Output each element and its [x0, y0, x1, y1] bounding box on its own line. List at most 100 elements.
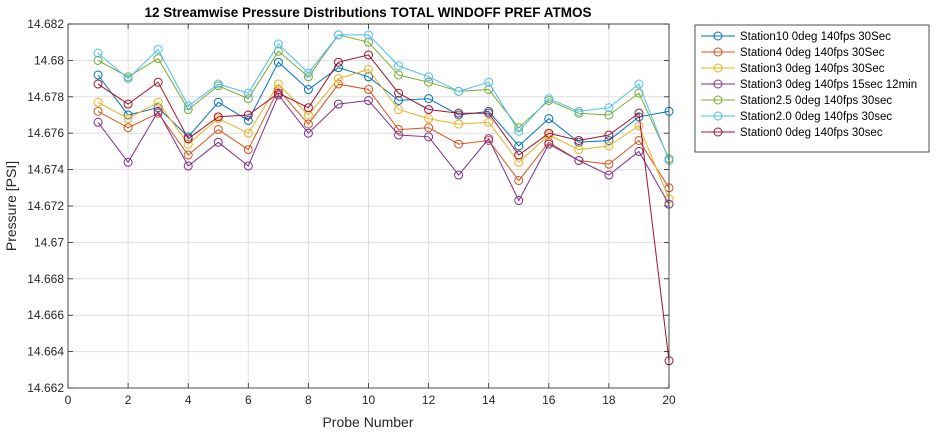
data-point — [574, 135, 584, 145]
data-point — [93, 106, 103, 116]
x-tick-label: 20 — [662, 393, 676, 407]
y-tick-label: 14.666 — [27, 308, 64, 322]
data-point — [123, 74, 133, 84]
data-point — [153, 97, 163, 107]
x-tick-label: 8 — [305, 393, 312, 407]
data-point — [303, 103, 313, 113]
data-point — [243, 94, 253, 104]
data-point — [183, 139, 193, 149]
x-tick-label: 4 — [185, 393, 192, 407]
legend-marker — [713, 31, 723, 41]
data-point — [273, 57, 283, 67]
data-point — [273, 79, 283, 89]
data-point — [634, 146, 644, 156]
legend-entry: Station10 0deg 140fps 30Sec — [701, 31, 891, 43]
y-tick-label: 14.664 — [27, 345, 64, 359]
data-point — [604, 130, 614, 140]
data-point — [213, 97, 223, 107]
y-tick-label: 14.674 — [27, 163, 64, 177]
data-point — [634, 135, 644, 145]
data-point — [183, 101, 193, 111]
data-point — [634, 79, 644, 89]
legend-entry: Station2.0 0deg 140fps 30sec — [701, 111, 892, 123]
data-point — [514, 126, 524, 136]
chart-title: 12 Streamwise Pressure Distributions TOT… — [144, 5, 591, 20]
data-point — [303, 128, 313, 138]
data-point — [424, 114, 434, 124]
data-point — [634, 108, 644, 118]
data-point — [364, 37, 373, 47]
data-point — [424, 123, 434, 133]
legend-entry: Station2.5 0deg 140fps 30sec — [701, 95, 892, 107]
data-point — [424, 94, 434, 104]
data-point — [273, 39, 283, 49]
data-point — [544, 139, 554, 149]
data-point — [93, 70, 103, 80]
data-point — [544, 128, 554, 138]
data-point — [394, 130, 404, 140]
legend-marker — [713, 111, 723, 121]
data-point — [514, 196, 524, 206]
series-line — [97, 61, 670, 147]
x-tick-label: 18 — [602, 393, 616, 407]
data-point — [574, 106, 584, 116]
data-point — [303, 85, 313, 95]
y-tick-label: 14.682 — [27, 17, 64, 31]
legend-entry: Station0 0deg 140fps 30sec — [701, 127, 883, 139]
x-tick-label: 14 — [482, 393, 496, 407]
data-point — [454, 170, 464, 180]
data-point — [604, 135, 614, 145]
data-point — [243, 161, 253, 171]
data-point — [93, 117, 103, 127]
data-point — [183, 150, 193, 160]
data-point — [514, 150, 524, 160]
data-point — [364, 30, 373, 40]
data-point — [484, 134, 494, 144]
x-axis: 0 2 4 6 8 10 12 14 16 18 20 — [65, 24, 676, 407]
data-point — [604, 103, 614, 113]
x-tick-label: 10 — [362, 393, 376, 407]
y-tick-label: 14.678 — [27, 90, 64, 104]
data-point — [213, 125, 223, 135]
y-tick-label: 14.662 — [27, 381, 64, 395]
data-point — [514, 157, 524, 167]
data-point — [333, 99, 343, 109]
series-6 — [93, 30, 674, 165]
data-point — [303, 110, 313, 120]
legend-label: Station2.5 0deg 140fps 30sec — [740, 95, 892, 107]
legend-marker — [713, 63, 723, 73]
x-tick-label: 2 — [125, 393, 132, 407]
data-point — [93, 97, 103, 107]
data-point — [454, 139, 464, 149]
data-point — [394, 125, 404, 135]
data-point — [394, 61, 404, 71]
x-axis-label: Probe Number — [322, 414, 413, 430]
legend-label: Station3 0deg 140fps 15sec 12min — [740, 79, 917, 91]
data-point — [484, 117, 494, 127]
legend-entry: Station3 0deg 140fps 15sec 12min — [701, 79, 917, 91]
legend-entry: Station3 0deg 140fps 30Sec — [701, 63, 885, 75]
y-axis-label: Pressure [PSI] — [3, 161, 19, 251]
data-point — [634, 121, 644, 131]
data-point — [243, 145, 253, 155]
data-point — [213, 112, 223, 122]
data-point — [484, 77, 494, 87]
y-tick-label: 14.672 — [27, 199, 64, 213]
x-tick-label: 0 — [65, 393, 72, 407]
legend-label: Station0 0deg 140fps 30sec — [740, 127, 883, 139]
data-point — [454, 108, 464, 118]
data-point — [454, 119, 464, 129]
data-point — [424, 72, 434, 82]
legend-marker — [713, 95, 723, 105]
data-point — [123, 99, 133, 109]
data-point — [544, 94, 554, 104]
series-7 — [93, 50, 674, 366]
data-point — [93, 79, 103, 89]
data-point — [604, 141, 614, 151]
legend-box — [694, 24, 930, 153]
data-point — [93, 48, 103, 58]
data-point — [424, 105, 434, 115]
data-point — [364, 65, 373, 74]
data-point — [364, 85, 373, 95]
